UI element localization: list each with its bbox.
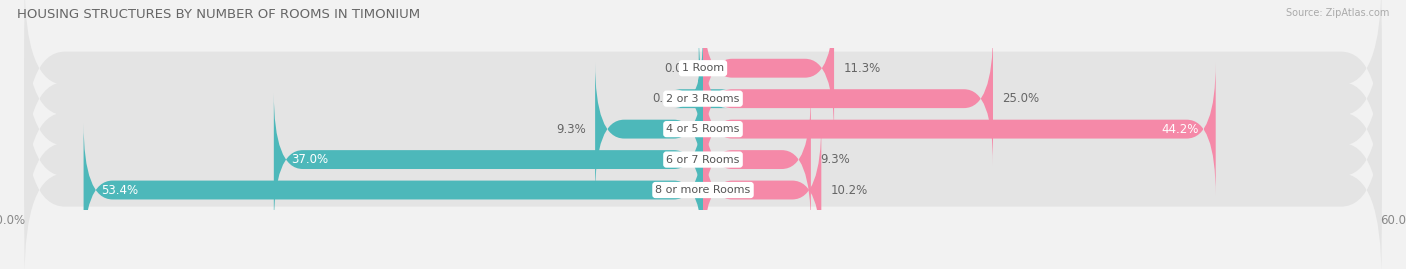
FancyBboxPatch shape — [703, 32, 993, 165]
Text: 44.2%: 44.2% — [1161, 123, 1198, 136]
FancyBboxPatch shape — [24, 0, 1382, 158]
FancyBboxPatch shape — [83, 123, 703, 257]
Text: 11.3%: 11.3% — [844, 62, 880, 75]
FancyBboxPatch shape — [24, 70, 1382, 250]
FancyBboxPatch shape — [703, 62, 1216, 196]
FancyBboxPatch shape — [24, 100, 1382, 269]
Text: HOUSING STRUCTURES BY NUMBER OF ROOMS IN TIMONIUM: HOUSING STRUCTURES BY NUMBER OF ROOMS IN… — [17, 8, 420, 21]
Text: 9.3%: 9.3% — [557, 123, 586, 136]
FancyBboxPatch shape — [595, 62, 703, 196]
FancyBboxPatch shape — [673, 32, 728, 165]
Legend: Owner-occupied, Renter-occupied: Owner-occupied, Renter-occupied — [579, 266, 827, 269]
FancyBboxPatch shape — [703, 2, 834, 135]
Text: 0.37%: 0.37% — [652, 92, 689, 105]
Text: 9.3%: 9.3% — [820, 153, 849, 166]
Text: 53.4%: 53.4% — [101, 183, 138, 197]
Text: 2 or 3 Rooms: 2 or 3 Rooms — [666, 94, 740, 104]
FancyBboxPatch shape — [24, 9, 1382, 189]
FancyBboxPatch shape — [24, 39, 1382, 219]
Text: 10.2%: 10.2% — [831, 183, 868, 197]
Text: 0.0%: 0.0% — [664, 62, 693, 75]
Text: 37.0%: 37.0% — [291, 153, 329, 166]
Text: 4 or 5 Rooms: 4 or 5 Rooms — [666, 124, 740, 134]
Text: Source: ZipAtlas.com: Source: ZipAtlas.com — [1285, 8, 1389, 18]
FancyBboxPatch shape — [703, 93, 811, 226]
Text: 25.0%: 25.0% — [1002, 92, 1039, 105]
FancyBboxPatch shape — [703, 123, 821, 257]
Text: 6 or 7 Rooms: 6 or 7 Rooms — [666, 155, 740, 165]
FancyBboxPatch shape — [274, 93, 703, 226]
Text: 8 or more Rooms: 8 or more Rooms — [655, 185, 751, 195]
Text: 1 Room: 1 Room — [682, 63, 724, 73]
